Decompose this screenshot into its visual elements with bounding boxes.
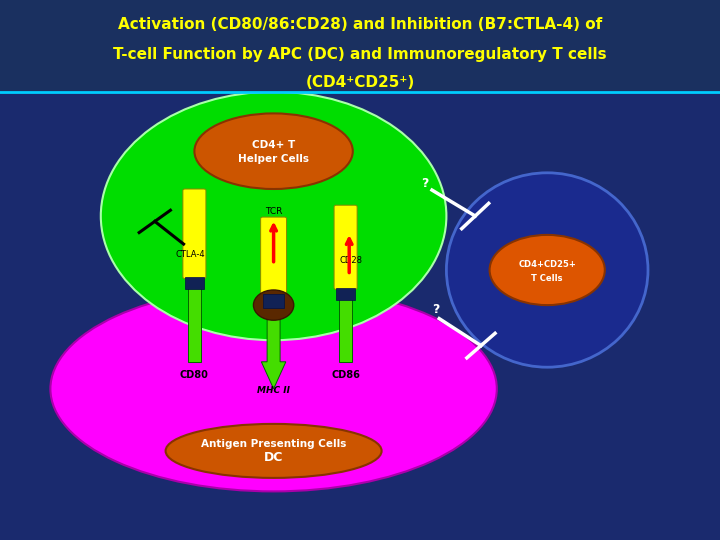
Text: CTLA-4: CTLA-4 (176, 250, 206, 259)
Bar (185, 277, 204, 289)
Text: TCR: TCR (265, 207, 282, 216)
Text: Activation (CD80/86:CD28) and Inhibition (B7:CTLA-4) of: Activation (CD80/86:CD28) and Inhibition… (118, 17, 602, 32)
FancyBboxPatch shape (261, 217, 287, 296)
FancyBboxPatch shape (334, 205, 357, 289)
Text: Antigen Presenting Cells: Antigen Presenting Cells (201, 439, 346, 449)
Bar (336, 288, 355, 300)
Text: CD4+ T: CD4+ T (252, 140, 295, 150)
Text: ?: ? (421, 177, 428, 191)
Text: T Cells: T Cells (531, 274, 563, 282)
Text: MHC II: MHC II (257, 386, 290, 395)
FancyBboxPatch shape (0, 0, 720, 92)
Text: T-cell Function by APC (DC) and Immunoregulatory T cells: T-cell Function by APC (DC) and Immunore… (113, 46, 607, 62)
Ellipse shape (166, 424, 382, 478)
Ellipse shape (490, 235, 605, 305)
Bar (188, 286, 201, 362)
FancyArrow shape (261, 313, 286, 389)
FancyBboxPatch shape (183, 189, 206, 279)
Text: Helper Cells: Helper Cells (238, 154, 309, 164)
Text: CD86: CD86 (331, 370, 360, 380)
Text: (CD4⁺CD25⁺): (CD4⁺CD25⁺) (305, 75, 415, 90)
Ellipse shape (194, 113, 353, 189)
Text: DC: DC (264, 451, 283, 464)
Ellipse shape (446, 173, 648, 367)
Ellipse shape (101, 92, 446, 340)
Bar (339, 297, 352, 362)
Circle shape (253, 290, 294, 320)
Ellipse shape (50, 286, 497, 491)
Text: CD4+CD25+: CD4+CD25+ (518, 260, 576, 269)
Text: CD80: CD80 (180, 370, 209, 380)
Text: ?: ? (432, 303, 439, 316)
Text: CD28: CD28 (340, 255, 363, 265)
Bar (263, 294, 284, 308)
